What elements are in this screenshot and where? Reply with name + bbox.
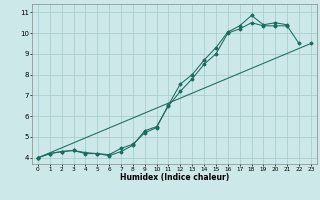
X-axis label: Humidex (Indice chaleur): Humidex (Indice chaleur)	[120, 173, 229, 182]
